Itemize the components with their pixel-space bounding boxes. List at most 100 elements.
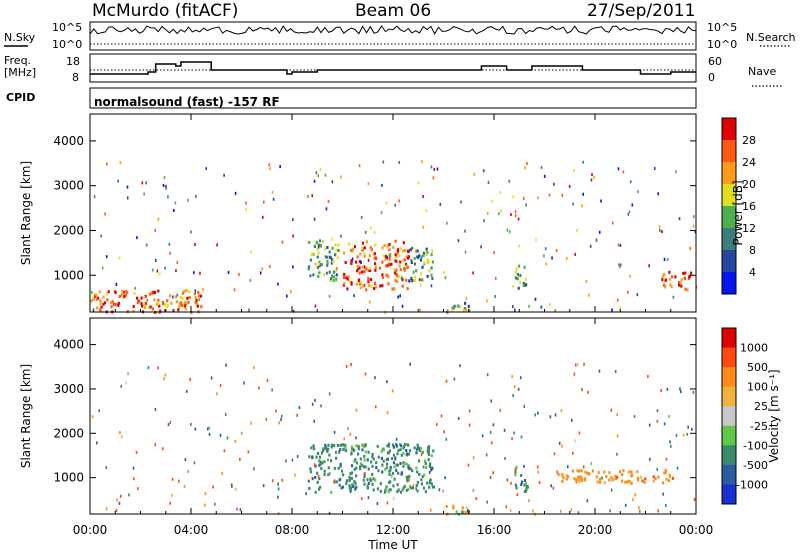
data-cell	[332, 444, 336, 448]
data-cell	[313, 217, 316, 221]
data-cell	[395, 268, 398, 272]
data-cell	[271, 479, 274, 483]
data-cell	[311, 456, 314, 460]
data-cell	[537, 470, 540, 474]
data-cell	[181, 304, 184, 308]
data-cell	[314, 464, 317, 468]
data-cell	[600, 199, 602, 203]
data-cell	[369, 246, 372, 250]
data-cell	[672, 295, 675, 299]
data-cell	[395, 437, 398, 441]
beam-title: Beam 06	[355, 1, 432, 21]
data-cell	[180, 302, 183, 306]
data-cell	[364, 465, 367, 469]
data-cell	[561, 479, 564, 483]
data-cell	[405, 264, 408, 268]
data-cell	[189, 377, 191, 381]
data-cell	[322, 447, 325, 451]
data-cell	[357, 281, 360, 285]
data-cell	[444, 276, 447, 280]
data-cell	[663, 257, 666, 261]
data-cell	[629, 480, 632, 484]
data-cell	[610, 476, 613, 480]
data-cell	[431, 249, 434, 253]
data-cell	[329, 255, 331, 259]
colorbar-tick-label: -500	[743, 459, 768, 472]
data-cell	[422, 225, 425, 229]
data-cell	[356, 264, 359, 268]
data-cell	[281, 240, 284, 244]
data-cell	[319, 462, 322, 466]
data-cell	[575, 363, 577, 367]
data-cell	[492, 471, 495, 475]
data-cell	[397, 488, 400, 492]
data-cell	[482, 169, 485, 173]
data-cell	[392, 484, 395, 488]
data-cell	[197, 294, 201, 298]
data-cell	[514, 470, 517, 474]
data-cell	[173, 209, 175, 213]
data-cell	[351, 247, 355, 251]
data-cell	[683, 276, 686, 280]
data-cell	[534, 413, 536, 417]
data-cell	[589, 244, 592, 248]
data-cell	[194, 427, 197, 431]
data-cell	[446, 221, 448, 225]
data-cell	[310, 446, 313, 450]
data-cell	[403, 258, 406, 262]
colorbar-tick-label: 8	[749, 244, 756, 257]
data-cell	[334, 269, 338, 273]
data-cell	[617, 263, 620, 267]
data-cell	[386, 244, 389, 248]
data-cell	[475, 497, 478, 501]
data-cell	[603, 470, 606, 474]
data-cell	[654, 477, 657, 481]
data-cell	[553, 452, 556, 456]
data-cell	[411, 246, 414, 250]
data-cell	[144, 294, 147, 298]
data-cell	[580, 476, 583, 480]
data-cell	[511, 375, 513, 379]
data-cell	[216, 243, 218, 247]
data-cell	[372, 457, 375, 461]
data-cell	[344, 449, 348, 453]
data-cell	[528, 499, 530, 503]
data-cell	[612, 477, 615, 481]
data-cell	[245, 201, 247, 205]
time-tick-label: 16:00	[477, 523, 512, 537]
data-cell	[400, 276, 403, 280]
data-cell	[608, 478, 611, 482]
data-cell	[523, 489, 526, 493]
freq-label-line2: [MHz]	[4, 66, 37, 79]
data-cell	[565, 474, 568, 478]
data-cell	[575, 478, 578, 482]
data-cell	[388, 255, 391, 259]
data-cell	[675, 433, 678, 437]
data-cell	[492, 423, 495, 427]
data-cell	[208, 432, 211, 436]
data-cell	[690, 271, 693, 275]
data-cell	[111, 300, 114, 304]
data-cell	[144, 302, 147, 306]
data-cell	[540, 305, 543, 309]
data-cell	[292, 234, 294, 238]
data-cell	[388, 248, 391, 252]
data-cell	[405, 462, 408, 466]
data-cell	[360, 261, 362, 265]
data-cell	[368, 283, 371, 287]
data-cell	[414, 248, 417, 252]
data-cell	[125, 381, 127, 385]
data-cell	[269, 167, 271, 171]
data-cell	[538, 481, 541, 485]
data-cell	[468, 423, 471, 427]
data-cell	[451, 306, 454, 310]
data-cell	[396, 463, 399, 467]
data-cell	[193, 461, 196, 465]
data-cell	[351, 257, 354, 261]
data-cell	[401, 258, 405, 262]
noise-panel-frame	[89, 21, 697, 51]
data-cell	[165, 186, 167, 190]
data-cell	[459, 305, 462, 309]
data-cell	[385, 485, 388, 489]
data-cell	[163, 176, 166, 180]
